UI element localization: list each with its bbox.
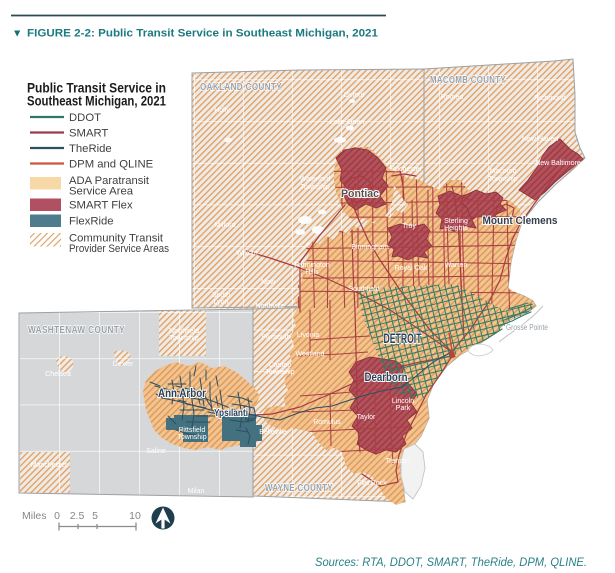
svg-text:Holly: Holly [214,107,230,114]
svg-text:SMART: SMART [69,128,108,140]
svg-text:Township: Township [177,434,206,441]
svg-text:Romeo: Romeo [441,94,464,101]
svg-text:Southeast Michigan, 2021: Southeast Michigan, 2021 [27,93,166,109]
svg-text:Canton: Canton [269,362,292,369]
svg-text:Sterling: Sterling [444,218,468,225]
svg-text:ADA Paratransit: ADA Paratransit [69,175,150,187]
svg-text:DDOT: DDOT [69,112,101,124]
svg-text:Romulus: Romulus [313,419,341,426]
svg-text:OAKLAND COUNTY: OAKLAND COUNTY [200,81,282,93]
svg-text:Belleville: Belleville [259,429,287,436]
svg-text:Wixom: Wixom [236,250,258,257]
svg-text:WAYNE COUNTY: WAYNE COUNTY [265,482,333,494]
svg-text:Township: Township [169,335,198,342]
svg-text:Provider Service Areas: Provider Service Areas [69,243,169,255]
svg-text:0: 0 [54,510,60,522]
svg-text:Westland: Westland [295,351,324,358]
svg-text:Miles: Miles [22,510,47,522]
svg-text:Manchester: Manchester [31,462,68,469]
svg-text:Township: Township [265,369,294,376]
svg-text:Park: Park [396,405,411,412]
svg-text:Rochester: Rochester [390,166,423,173]
svg-text:Heights: Heights [444,225,468,232]
svg-text:Dexter: Dexter [113,361,134,368]
svg-text:Pontiac: Pontiac [341,188,379,200]
svg-text:Township: Township [300,184,329,191]
svg-text:Lake Orion: Lake Orion [330,119,364,126]
svg-text:Ypsilanti: Ypsilanti [214,407,248,419]
svg-text:Waterford: Waterford [300,176,331,183]
svg-text:Ann Arbor: Ann Arbor [158,386,206,400]
svg-text:Community Transit: Community Transit [69,233,164,245]
svg-text:Mount Clemens: Mount Clemens [483,215,558,227]
svg-text:10: 10 [129,510,141,522]
svg-text:Northville: Northville [255,303,284,310]
svg-text:Warren: Warren [445,262,468,269]
svg-text:FIGURE 2-2: Public Transit Ser: FIGURE 2-2: Public Transit Service in So… [27,28,378,40]
svg-text:Saline: Saline [146,448,166,455]
svg-text:Livonia: Livonia [297,332,319,339]
svg-text:Service Area: Service Area [69,186,134,198]
svg-text:South: South [212,292,230,299]
svg-text:Troy: Troy [402,223,416,230]
svg-text:Northfield: Northfield [169,328,199,335]
svg-text:DETROIT: DETROIT [384,331,422,346]
svg-text:Township: Township [488,176,517,183]
svg-text:Southfield: Southfield [348,286,379,293]
svg-text:SMART Flex: SMART Flex [69,200,133,212]
svg-text:New Haven: New Haven [522,136,558,143]
svg-text:Dearborn: Dearborn [365,372,408,384]
svg-text:MACOMB COUNTY: MACOMB COUNTY [430,74,506,86]
svg-text:Taylor: Taylor [357,414,376,421]
svg-text:2.5: 2.5 [70,510,85,522]
svg-text:Richmond: Richmond [534,95,566,102]
svg-text:Chelsea: Chelsea [45,371,71,378]
svg-text:Birmingham: Birmingham [351,244,389,251]
svg-text:DPM and QLINE: DPM and QLINE [69,159,154,171]
svg-text:Hills: Hills [305,269,319,276]
svg-text:Milford: Milford [214,222,235,229]
svg-text:Public Transit Service in: Public Transit Service in [27,80,166,96]
svg-text:Macomb: Macomb [490,168,517,175]
svg-text:Trenton: Trenton [385,458,409,465]
svg-text:TheRide: TheRide [69,143,112,155]
svg-text:New Baltimore: New Baltimore [535,160,581,167]
svg-text:Farmington: Farmington [294,262,330,269]
svg-text:WASHTENAW COUNTY: WASHTENAW COUNTY [28,324,125,336]
svg-text:Sources: RTA, DDOT, SMART, The: Sources: RTA, DDOT, SMART, TheRide, DPM,… [315,557,587,569]
svg-text:Royal Oak: Royal Oak [395,265,428,272]
svg-text:FlexRide: FlexRide [69,216,114,228]
svg-text:5: 5 [92,510,98,522]
svg-text:▼: ▼ [12,28,22,40]
svg-text:Pittsfield: Pittsfield [179,427,206,434]
svg-text:Oxford: Oxford [343,92,364,99]
svg-text:Flat Rock: Flat Rock [357,480,387,487]
svg-text:Lincoln: Lincoln [392,398,414,405]
svg-text:Lyon: Lyon [214,299,229,306]
svg-text:Milan: Milan [188,488,205,495]
svg-text:Grosse Pointe: Grosse Pointe [506,322,548,332]
svg-text:Novi: Novi [261,279,275,286]
svg-text:Plymouth: Plymouth [261,334,290,341]
